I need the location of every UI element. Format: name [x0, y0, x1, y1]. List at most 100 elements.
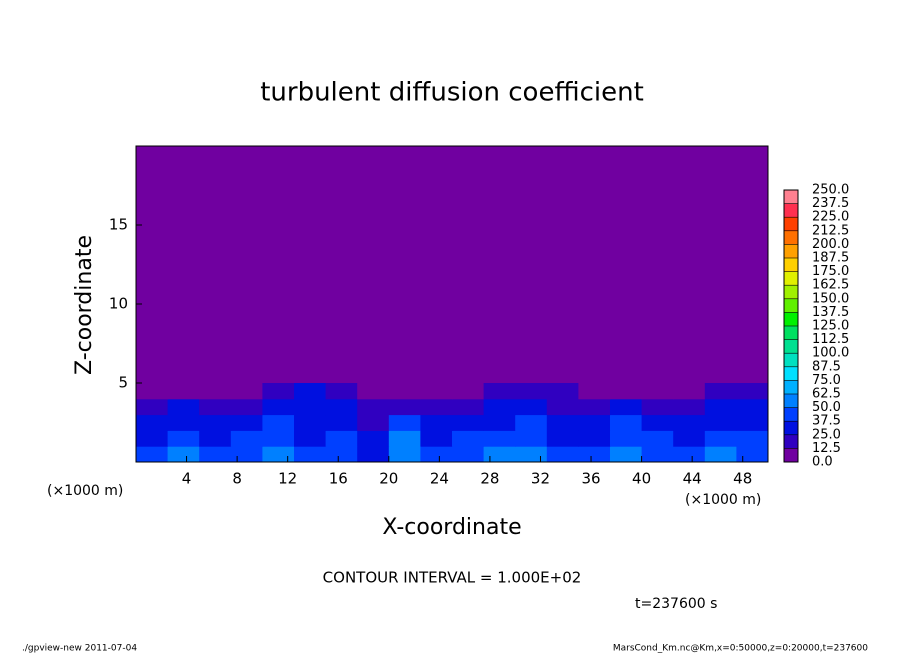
- x-tick-label: 8: [232, 470, 242, 488]
- x-axis-label: X-coordinate: [382, 515, 521, 540]
- footer-right: MarsCond_Km.nc@Km,x=0:50000,z=0:20000,t=…: [613, 644, 868, 654]
- field-cell: [641, 398, 674, 416]
- x-tick-label: 44: [683, 470, 702, 488]
- colorbar-segment: [784, 312, 798, 326]
- field-cell: [357, 446, 390, 463]
- colorbar-label: 12.5: [812, 441, 841, 456]
- field-cell: [515, 446, 548, 463]
- colorbar-segment: [784, 394, 798, 408]
- time-label: t=237600 s: [635, 596, 717, 612]
- y-tick-label: 5: [118, 374, 128, 392]
- colorbar-label: 187.5: [812, 251, 849, 266]
- x-tick-label: 12: [278, 470, 297, 488]
- y-tick-label: 15: [109, 216, 128, 234]
- field-cell: [262, 446, 295, 463]
- colorbar-segment: [784, 448, 798, 462]
- field-cell: [357, 430, 390, 447]
- field-cell: [736, 383, 769, 400]
- field-cell: [199, 446, 232, 463]
- field-cell: [641, 446, 674, 463]
- field-cell: [483, 414, 516, 431]
- field-cell: [578, 414, 611, 431]
- field-cell: [736, 430, 769, 447]
- field-cell: [420, 446, 453, 463]
- field-cell: [420, 383, 453, 400]
- field-cell: [325, 430, 358, 447]
- field-cell: [294, 430, 327, 447]
- colorbar-label: 162.5: [812, 278, 849, 293]
- colorbar-segment: [784, 326, 798, 340]
- colorbar-label: 237.5: [812, 196, 849, 211]
- field-cell: [262, 398, 295, 416]
- field-cell: [388, 383, 421, 400]
- field-cell: [673, 383, 706, 400]
- field-cell: [483, 398, 516, 416]
- field-cell: [578, 446, 611, 463]
- colorbar-segment: [784, 258, 798, 272]
- field-cell: [515, 383, 548, 400]
- x-tick-label: 40: [632, 470, 651, 488]
- colorbar-segment: [784, 407, 798, 422]
- y-axis-label: Z-coordinate: [72, 235, 97, 375]
- colorbar-segment: [784, 217, 798, 231]
- field-cell: [610, 414, 643, 431]
- field-cell: [325, 383, 358, 400]
- field-cell: [388, 414, 421, 431]
- colorbar-segment: [784, 380, 798, 394]
- colorbar-segment: [784, 285, 798, 299]
- field-cell: [388, 430, 421, 447]
- field-cell: [704, 398, 737, 416]
- field-cell: [452, 446, 485, 463]
- field-cell: [704, 430, 737, 447]
- x-tick-label: 28: [480, 470, 499, 488]
- colorbar-segment: [784, 434, 798, 449]
- field-cell: [167, 430, 200, 447]
- colorbar-label: 212.5: [812, 223, 849, 238]
- colorbar-segment: [784, 366, 798, 381]
- field-cell: [199, 383, 232, 400]
- field-cell: [167, 383, 200, 400]
- colorbar-segment: [784, 230, 798, 245]
- field-cell: [736, 398, 769, 416]
- field-cell: [420, 414, 453, 431]
- field-cell: [325, 446, 358, 463]
- field-cell: [199, 398, 232, 416]
- field-cell: [610, 383, 643, 400]
- colorbar-label: 100.0: [812, 346, 849, 361]
- field-cell: [230, 446, 263, 463]
- chart-title: turbulent diffusion coefficient: [260, 78, 644, 108]
- field-cell: [704, 414, 737, 431]
- field-cell: [325, 414, 358, 431]
- field-cell: [230, 398, 263, 416]
- field-cell: [136, 398, 169, 416]
- field-cell: [578, 383, 611, 400]
- field-cell: [610, 398, 643, 416]
- field-cell: [546, 430, 579, 447]
- field-cell: [673, 398, 706, 416]
- colorbar-label: 137.5: [812, 305, 849, 320]
- field-cell: [388, 398, 421, 416]
- colorbar-segment: [784, 271, 798, 286]
- field-cell: [199, 430, 232, 447]
- field-cell: [294, 446, 327, 463]
- colorbar-label: 250.0: [812, 183, 849, 198]
- colorbar-label: 125.0: [812, 319, 849, 334]
- colorbar-label: 225.0: [812, 210, 849, 225]
- field-cell: [262, 430, 295, 447]
- contour-interval: CONTOUR INTERVAL = 1.000E+02: [323, 569, 582, 587]
- field-cell: [452, 398, 485, 416]
- field-cell: [136, 414, 169, 431]
- colorbar-label: 150.0: [812, 291, 849, 306]
- field-cell: [167, 398, 200, 416]
- field-cell: [641, 383, 674, 400]
- y-unit-label: (×1000 m): [47, 483, 123, 499]
- field-cell: [262, 383, 295, 400]
- x-tick-label: 32: [531, 470, 550, 488]
- field-cell: [673, 446, 706, 463]
- colorbar-label: 112.5: [812, 332, 849, 347]
- colorbar-segment: [784, 421, 798, 435]
- field-cell: [136, 383, 169, 400]
- colorbar-segment: [784, 203, 798, 218]
- colorbar-label: 0.0: [812, 455, 833, 470]
- field-cell: [483, 446, 516, 463]
